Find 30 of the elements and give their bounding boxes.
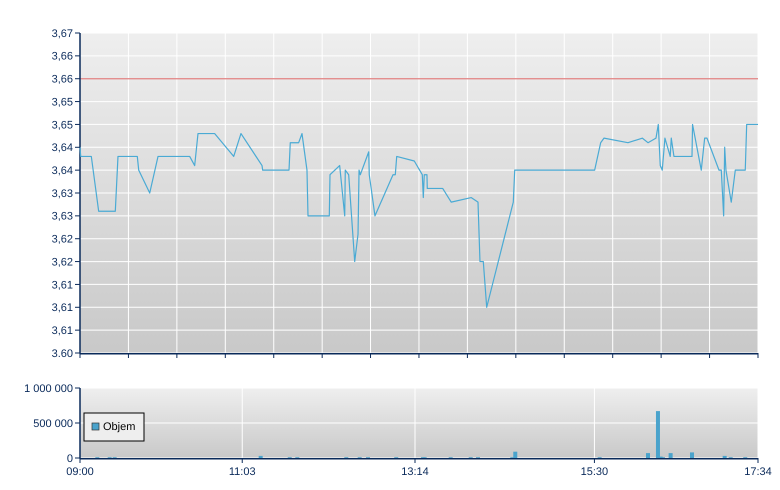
y-tick-label: 0 (66, 452, 73, 465)
y-tick-label: 3,63 (52, 188, 73, 200)
bar (646, 453, 650, 458)
y-tick-label: 3,62 (52, 234, 73, 246)
y-tick-label: 3,61 (52, 302, 73, 314)
y-tick-label: 3,62 (52, 256, 73, 268)
y-tick-label: 500 000 (33, 418, 73, 430)
bar (690, 452, 694, 458)
bar (668, 453, 673, 458)
y-tick-label: 3,65 (52, 119, 73, 132)
y-tick-label: 1 000 000 (24, 382, 73, 395)
bar (656, 411, 660, 458)
line-series (79, 124, 759, 308)
y-tick-label: 3.60 (52, 348, 73, 360)
y-tick-label: 3,63 (52, 210, 73, 223)
y-tick-label: 3,61 (52, 279, 73, 292)
legend-label: Objem (103, 421, 136, 433)
x-tick-label: 17:34 (744, 466, 772, 478)
y-tick-label: 3,64 (52, 164, 73, 177)
y-tick-label: 3,67 (52, 28, 73, 40)
x-tick-label: 09:00 (66, 466, 94, 478)
y-tick-label: 3,65 (52, 96, 73, 108)
x-tick-label: 13:14 (401, 466, 429, 478)
x-tick-label: 15:30 (580, 466, 608, 478)
y-tick-label: 3,66 (52, 74, 73, 86)
bar (513, 452, 518, 458)
y-tick-label: 3,61 (52, 324, 73, 337)
y-tick-label: 3,66 (52, 50, 73, 63)
y-tick-label: 3,64 (52, 142, 73, 154)
x-tick-label: 11:03 (228, 466, 256, 478)
